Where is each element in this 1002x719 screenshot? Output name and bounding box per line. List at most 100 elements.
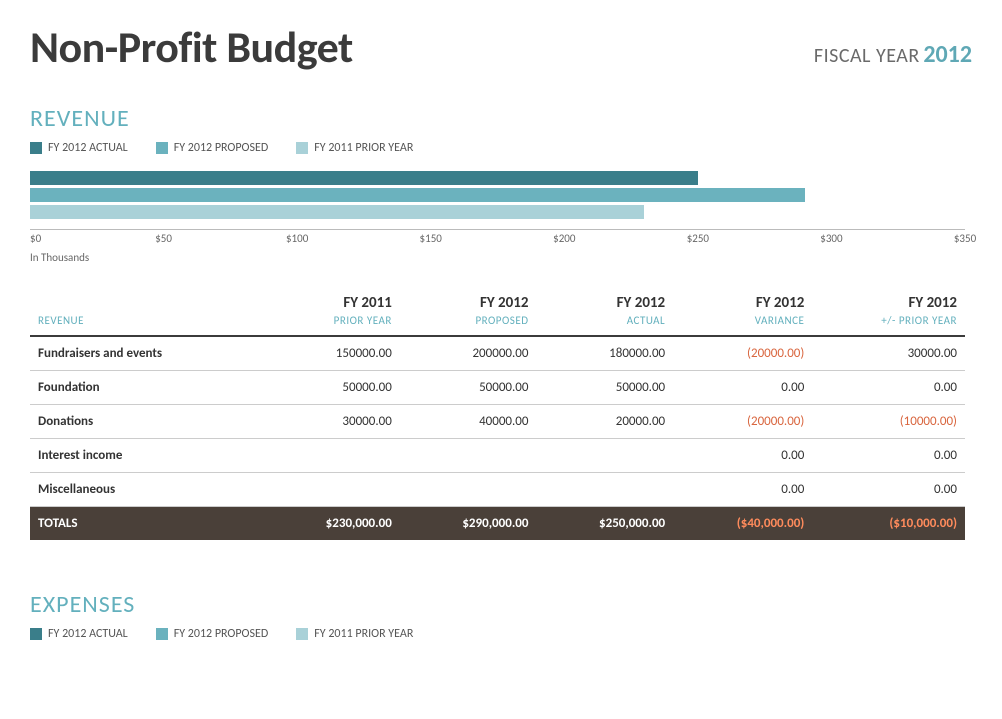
cell [536, 473, 673, 507]
revenue-table: FY 2011FY 2012FY 2012FY 2012FY 2012 REVE… [30, 288, 965, 540]
fiscal-year-label: FISCAL YEAR [814, 44, 920, 68]
totals-label: TOTALS [30, 507, 263, 541]
totals-cell: $230,000.00 [263, 507, 400, 541]
legend-item: FY 2011 PRIOR YEAR [296, 141, 413, 155]
expenses-section: EXPENSES FY 2012 ACTUALFY 2012 PROPOSEDF… [30, 590, 972, 641]
axis-tick: $0 [30, 232, 41, 245]
cell [263, 439, 400, 473]
axis-tick: $250 [687, 232, 709, 245]
revenue-chart [30, 165, 965, 225]
revenue-heading: REVENUE [30, 104, 972, 133]
revenue-legend: FY 2012 ACTUAL FY 2012 PROPOSED FY 2011 PR… [30, 141, 972, 155]
legend-item: FY 2012 ACTUAL [30, 627, 128, 641]
column-subheader: PRIOR YEAR [263, 314, 400, 336]
cell: 0.00 [812, 473, 965, 507]
column-header: FY 2012 [673, 288, 812, 314]
legend-label: FY 2012 PROPOSED [174, 627, 269, 641]
cell: 40000.00 [400, 405, 537, 439]
cell: 180000.00 [536, 336, 673, 371]
axis-tick: $200 [553, 232, 575, 245]
legend-label: FY 2011 PRIOR YEAR [314, 141, 413, 155]
cell [536, 439, 673, 473]
chart-bar [30, 188, 805, 202]
cell: 150000.00 [263, 336, 400, 371]
totals-cell: ($10,000.00) [812, 507, 965, 541]
axis-tick: $100 [286, 232, 308, 245]
legend-swatch [30, 142, 42, 154]
cell: 0.00 [673, 439, 812, 473]
totals-cell: $250,000.00 [536, 507, 673, 541]
axis-tick: $300 [820, 232, 842, 245]
axis-tick: $350 [954, 232, 976, 245]
cell: 0.00 [673, 371, 812, 405]
cell: 200000.00 [400, 336, 537, 371]
legend-swatch [156, 628, 168, 640]
legend-label: FY 2011 PRIOR YEAR [314, 627, 413, 641]
revenue-axis-note: In Thousands [30, 251, 972, 264]
header: Non-Profit Budget FISCAL YEAR 2012 [30, 20, 972, 74]
cell [400, 473, 537, 507]
cell: 20000.00 [536, 405, 673, 439]
page-title: Non-Profit Budget [30, 20, 353, 74]
cell: (20000.00) [673, 405, 812, 439]
column-header [30, 288, 263, 314]
legend-label: FY 2012 ACTUAL [48, 141, 128, 155]
table-header-row-top: FY 2011FY 2012FY 2012FY 2012FY 2012 [30, 288, 965, 314]
cell: 0.00 [673, 473, 812, 507]
legend-label: FY 2012 ACTUAL [48, 627, 128, 641]
revenue-chart-axis: $0$50$100$150$200$250$300$350 [30, 229, 965, 249]
cell: (20000.00) [673, 336, 812, 371]
axis-tick: $150 [420, 232, 442, 245]
column-header: FY 2011 [263, 288, 400, 314]
expenses-legend: FY 2012 ACTUAL FY 2012 PROPOSED FY 2011 PR… [30, 627, 972, 641]
legend-label: FY 2012 PROPOSED [174, 141, 269, 155]
row-label: Interest income [30, 439, 263, 473]
row-label: Foundation [30, 371, 263, 405]
totals-row: TOTALS$230,000.00$290,000.00$250,000.00(… [30, 507, 965, 541]
column-subheader: REVENUE [30, 314, 263, 336]
column-subheader: VARIANCE [673, 314, 812, 336]
expenses-heading: EXPENSES [30, 590, 972, 619]
legend-item: FY 2012 PROPOSED [156, 627, 269, 641]
totals-cell: $290,000.00 [400, 507, 537, 541]
table-row: Miscellaneous 0.000.00 [30, 473, 965, 507]
revenue-section: REVENUE FY 2012 ACTUALFY 2012 PROPOSEDFY… [30, 104, 972, 540]
table-row: Interest income 0.000.00 [30, 439, 965, 473]
cell [263, 473, 400, 507]
column-subheader: ACTUAL [536, 314, 673, 336]
legend-item: FY 2012 ACTUAL [30, 141, 128, 155]
cell: 30000.00 [263, 405, 400, 439]
cell [400, 439, 537, 473]
cell: (10000.00) [812, 405, 965, 439]
column-header: FY 2012 [400, 288, 537, 314]
cell: 50000.00 [263, 371, 400, 405]
table-row: Fundraisers and events150000.00200000.00… [30, 336, 965, 371]
legend-swatch [296, 142, 308, 154]
fiscal-year-value: 2012 [923, 40, 972, 69]
totals-cell: ($40,000.00) [673, 507, 812, 541]
chart-bar [30, 205, 644, 219]
row-label: Miscellaneous [30, 473, 263, 507]
table-header-row-sub: REVENUEPRIOR YEARPROPOSEDACTUALVARIANCE+… [30, 314, 965, 336]
row-label: Donations [30, 405, 263, 439]
axis-tick: $50 [155, 232, 172, 245]
column-header: FY 2012 [536, 288, 673, 314]
legend-swatch [296, 628, 308, 640]
fiscal-year-block: FISCAL YEAR 2012 [814, 40, 972, 69]
table-row: Donations30000.0040000.0020000.00(20000.… [30, 405, 965, 439]
legend-swatch [156, 142, 168, 154]
legend-swatch [30, 628, 42, 640]
legend-item: FY 2011 PRIOR YEAR [296, 627, 413, 641]
row-label: Fundraisers and events [30, 336, 263, 371]
column-header: FY 2012 [812, 288, 965, 314]
cell: 50000.00 [400, 371, 537, 405]
column-subheader: PROPOSED [400, 314, 537, 336]
table-row: Foundation50000.0050000.0050000.000.000.… [30, 371, 965, 405]
cell: 0.00 [812, 371, 965, 405]
chart-bar [30, 171, 698, 185]
cell: 0.00 [812, 439, 965, 473]
column-subheader: +/- PRIOR YEAR [812, 314, 965, 336]
cell: 50000.00 [536, 371, 673, 405]
legend-item: FY 2012 PROPOSED [156, 141, 269, 155]
cell: 30000.00 [812, 336, 965, 371]
